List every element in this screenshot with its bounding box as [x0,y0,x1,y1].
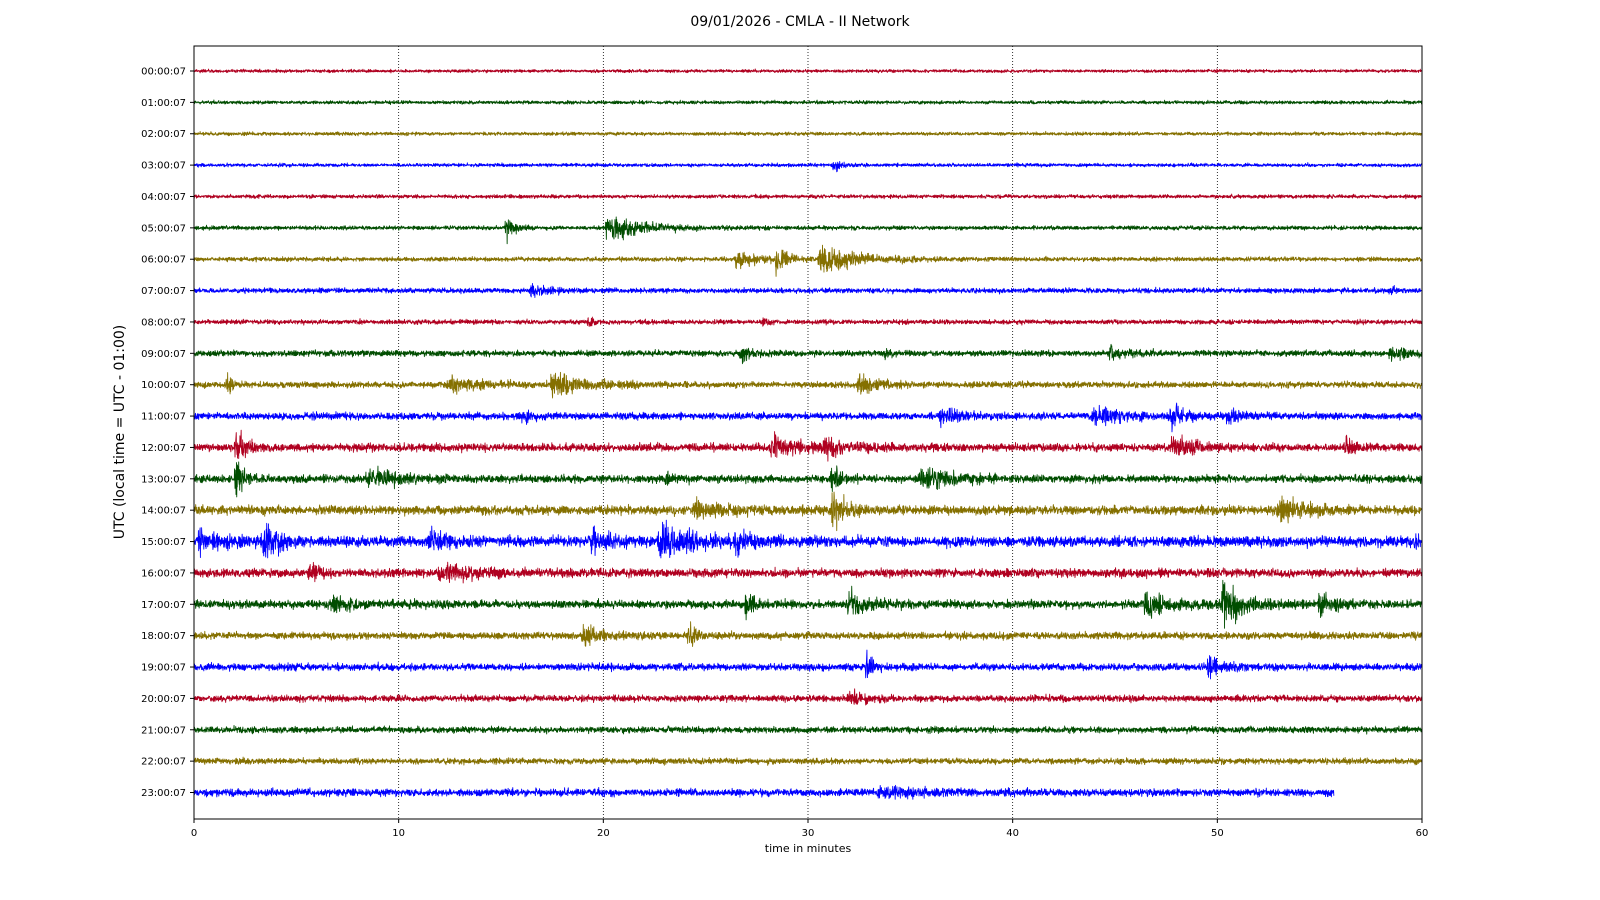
trace-19-00-07 [193,649,1423,680]
y-tick-label-11: 11:00:07 [141,412,186,423]
y-tick-label-10: 10:00:07 [141,380,186,391]
y-tick-label-1: 01:00:07 [141,98,186,109]
y-tick-label-21: 21:00:07 [141,725,186,736]
y-tick-label-4: 04:00:07 [141,192,186,203]
x-axis-label: time in minutes [765,842,852,855]
y-tick-label-0: 00:00:07 [141,67,186,78]
y-tick-label-8: 08:00:07 [141,317,186,328]
trace-15-00-07 [193,519,1423,559]
trace-04-00-07 [193,193,1423,200]
y-tick-label-3: 03:00:07 [141,161,186,172]
trace-05-00-07 [193,216,1422,245]
trace-13-00-07 [193,461,1423,498]
trace-17-00-07 [193,579,1423,629]
y-tick-label-16: 16:00:07 [141,568,186,579]
y-tick-label-22: 22:00:07 [141,757,186,768]
trace-14-00-07 [193,491,1423,532]
y-tick-label-18: 18:00:07 [141,631,186,642]
x-tick-label-6: 60 [1416,828,1429,839]
trace-22-00-07 [193,756,1423,766]
trace-00-00-07 [193,68,1423,74]
trace-03-00-07 [193,161,1423,173]
x-tick-label-0: 0 [191,828,197,839]
trace-23-00-07 [193,784,1335,800]
y-tick-label-14: 14:00:07 [141,506,186,517]
trace-18-00-07 [193,621,1423,647]
x-axis: 0 10 20 30 40 50 60 [191,819,1429,839]
trace-02-00-07 [193,130,1422,137]
seismic-traces [193,68,1423,800]
x-tick-label-4: 40 [1006,828,1019,839]
trace-11-00-07 [193,402,1423,433]
y-tick-label-9: 09:00:07 [141,349,186,360]
y-axis-label: UTC (local time = UTC - 01:00) [112,325,128,540]
trace-16-00-07 [193,561,1423,584]
y-tick-label-5: 05:00:07 [141,223,186,234]
y-tick-label-7: 07:00:07 [141,286,186,297]
trace-07-00-07 [193,283,1423,298]
trace-20-00-07 [193,688,1423,706]
trace-10-00-07 [193,371,1423,399]
trace-06-00-07 [193,244,1422,277]
x-tick-label-5: 50 [1211,828,1224,839]
y-axis: 00:00:07 01:00:07 02:00:07 03:00:07 04:00:07… [141,67,194,799]
x-tick-label-1: 10 [392,828,405,839]
y-tick-label-20: 20:00:07 [141,694,186,705]
trace-08-00-07 [193,316,1423,327]
y-tick-label-17: 17:00:07 [141,600,186,611]
y-tick-label-12: 12:00:07 [141,443,186,454]
gridlines [398,46,1218,819]
y-tick-label-2: 02:00:07 [141,129,186,140]
trace-01-00-07 [193,99,1423,105]
y-tick-label-13: 13:00:07 [141,474,186,485]
trace-21-00-07 [193,725,1423,735]
trace-09-00-07 [193,343,1423,365]
y-tick-label-19: 19:00:07 [141,663,186,674]
chart-title: 09/01/2026 - CMLA - II Network [690,14,910,30]
y-tick-label-15: 15:00:07 [141,537,186,548]
x-tick-label-3: 30 [802,828,815,839]
y-tick-label-23: 23:00:07 [141,788,186,799]
y-tick-label-6: 06:00:07 [141,255,186,266]
x-tick-label-2: 20 [597,828,610,839]
trace-12-00-07 [193,429,1423,462]
